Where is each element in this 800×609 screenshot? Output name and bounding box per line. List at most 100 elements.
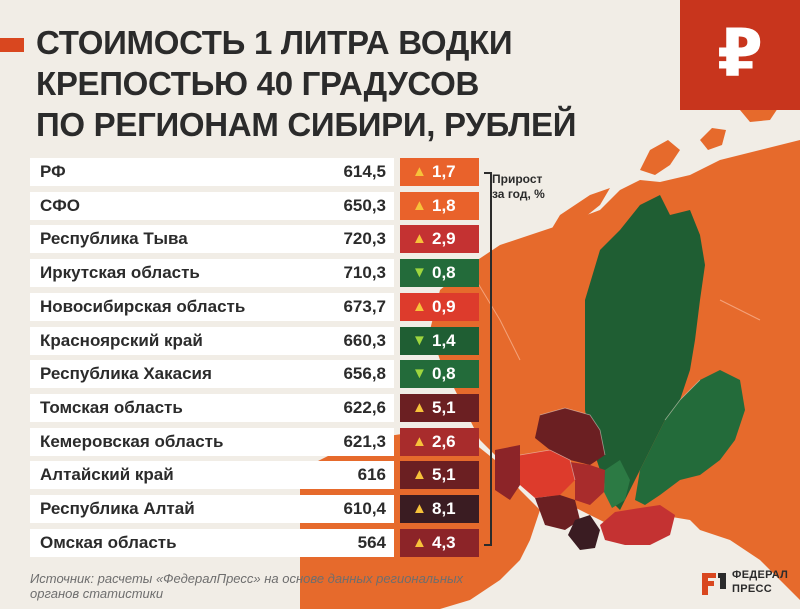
growth-bracket [484, 172, 492, 546]
irkutsk-region [635, 370, 745, 505]
price-value: 710,3 [343, 263, 386, 282]
arrow-up-icon: ▲ [412, 163, 427, 180]
novosibirsk-region [520, 450, 575, 498]
region-name: СФО [40, 196, 81, 215]
price-value: 622,6 [343, 398, 386, 417]
source-line-2: органов статистики [30, 586, 164, 601]
ruble-sign-icon: ₽ [717, 15, 763, 92]
krasnoyarsk-region [585, 195, 705, 510]
region-name: Алтайский край [40, 465, 174, 484]
title-line-2: КРЕПОСТЬЮ 40 ГРАДУСОВ [36, 65, 480, 102]
arrow-up-icon: ▲ [412, 197, 427, 214]
growth-value: 0,9 [432, 297, 456, 316]
growth-value: 1,8 [432, 196, 456, 215]
region-name: Красноярский край [40, 331, 203, 350]
growth-value: 0,8 [432, 263, 456, 282]
khakassia-region [604, 460, 630, 508]
omsk-region [495, 445, 520, 500]
growth-badge: ▼ 1,4 [400, 327, 479, 355]
tyva-region [600, 505, 675, 545]
arrow-down-icon: ▼ [412, 332, 427, 349]
row-cell: Красноярский край 660,3 [30, 327, 394, 355]
row-cell: Республика Алтай 610,4 [30, 495, 394, 523]
region-name: Иркутская область [40, 263, 200, 282]
price-value: 650,3 [343, 196, 386, 215]
title-marker [0, 38, 24, 52]
region-name: Республика Тыва [40, 229, 188, 248]
region-borders [519, 379, 701, 481]
altai-krai-region [535, 495, 580, 530]
source-note: Источник: расчеты «ФедералПресс» на осно… [30, 571, 463, 601]
ruble-badge: ₽ [680, 0, 800, 110]
growth-badge: ▲ 2,9 [400, 225, 479, 253]
row-cell: Кемеровская область 621,3 [30, 428, 394, 456]
chart-title: СТОИМОСТЬ 1 ЛИТРА ВОДКИ КРЕПОСТЬЮ 40 ГРА… [36, 22, 576, 145]
region-name: Новосибирская область [40, 297, 246, 316]
row-cell: Новосибирская область 673,7 [30, 293, 394, 321]
row-cell: Алтайский край 616 [30, 461, 394, 489]
arrow-up-icon: ▲ [412, 500, 427, 517]
growth-label: Прирост за год, % [492, 172, 562, 202]
region-name: Кемеровская область [40, 432, 224, 451]
novaya-zemlya-island [545, 188, 610, 245]
altai-republic-region [568, 515, 600, 550]
growth-value: 8,1 [432, 499, 456, 518]
price-value: 616 [357, 465, 386, 484]
growth-value: 0,8 [432, 364, 456, 383]
growth-label-line-2: за год, % [492, 187, 545, 201]
growth-badge: ▲ 1,7 [400, 158, 479, 186]
arrow-up-icon: ▲ [412, 534, 427, 551]
source-line-1: Источник: расчеты «ФедералПресс» на осно… [30, 571, 464, 586]
row-cell: Республика Тыва 720,3 [30, 225, 394, 253]
arrow-up-icon: ▲ [412, 466, 427, 483]
title-line-1: СТОИМОСТЬ 1 ЛИТРА ВОДКИ [36, 24, 513, 61]
price-value: 656,8 [343, 364, 386, 383]
row-cell: Томская область 622,6 [30, 394, 394, 422]
federalpress-logo: ФЕДЕРАЛ ПРЕСС [700, 567, 800, 601]
growth-badge: ▲ 1,8 [400, 192, 479, 220]
row-cell: Иркутская область 710,3 [30, 259, 394, 287]
growth-badge: ▲ 8,1 [400, 495, 479, 523]
logo-line-2: ПРЕСС [732, 583, 772, 595]
growth-badge: ▲ 2,6 [400, 428, 479, 456]
price-value: 621,3 [343, 432, 386, 451]
arrow-down-icon: ▼ [412, 264, 427, 281]
growth-label-line-1: Прирост [492, 172, 543, 186]
price-value: 610,4 [343, 499, 386, 518]
growth-badge: ▲ 5,1 [400, 461, 479, 489]
region-name: Республика Хакасия [40, 364, 212, 383]
growth-value: 2,6 [432, 432, 456, 451]
row-cell: Омская область 564 [30, 529, 394, 557]
tomsk-region [535, 408, 605, 465]
growth-value: 1,4 [432, 331, 456, 350]
arrow-up-icon: ▲ [412, 433, 427, 450]
price-value: 720,3 [343, 229, 386, 248]
growth-badge: ▼ 0,8 [400, 360, 479, 388]
arrow-up-icon: ▲ [412, 230, 427, 247]
growth-value: 2,9 [432, 229, 456, 248]
region-name: Томская область [40, 398, 183, 417]
growth-value: 4,3 [432, 533, 456, 552]
growth-value: 1,7 [432, 162, 456, 181]
growth-badge: ▲ 5,1 [400, 394, 479, 422]
region-name: РФ [40, 162, 66, 181]
arrow-up-icon: ▲ [412, 399, 427, 416]
logo-line-1: ФЕДЕРАЛ [732, 569, 789, 581]
price-value: 673,7 [343, 297, 386, 316]
price-value: 660,3 [343, 331, 386, 350]
price-value: 564 [357, 533, 386, 552]
growth-badge: ▲ 0,9 [400, 293, 479, 321]
federalpress-logo-icon [702, 573, 726, 595]
row-cell: СФО 650,3 [30, 192, 394, 220]
kemerovo-region [570, 462, 605, 505]
growth-value: 5,1 [432, 398, 456, 417]
growth-value: 5,1 [432, 465, 456, 484]
region-name: Республика Алтай [40, 499, 195, 518]
row-cell: Республика Хакасия 656,8 [30, 360, 394, 388]
northern-island [640, 140, 680, 175]
severnaya-zemlya-island [700, 128, 726, 150]
price-value: 614,5 [343, 162, 386, 181]
region-name: Омская область [40, 533, 177, 552]
title-line-3: ПО РЕГИОНАМ СИБИРИ, РУБЛЕЙ [36, 106, 577, 143]
